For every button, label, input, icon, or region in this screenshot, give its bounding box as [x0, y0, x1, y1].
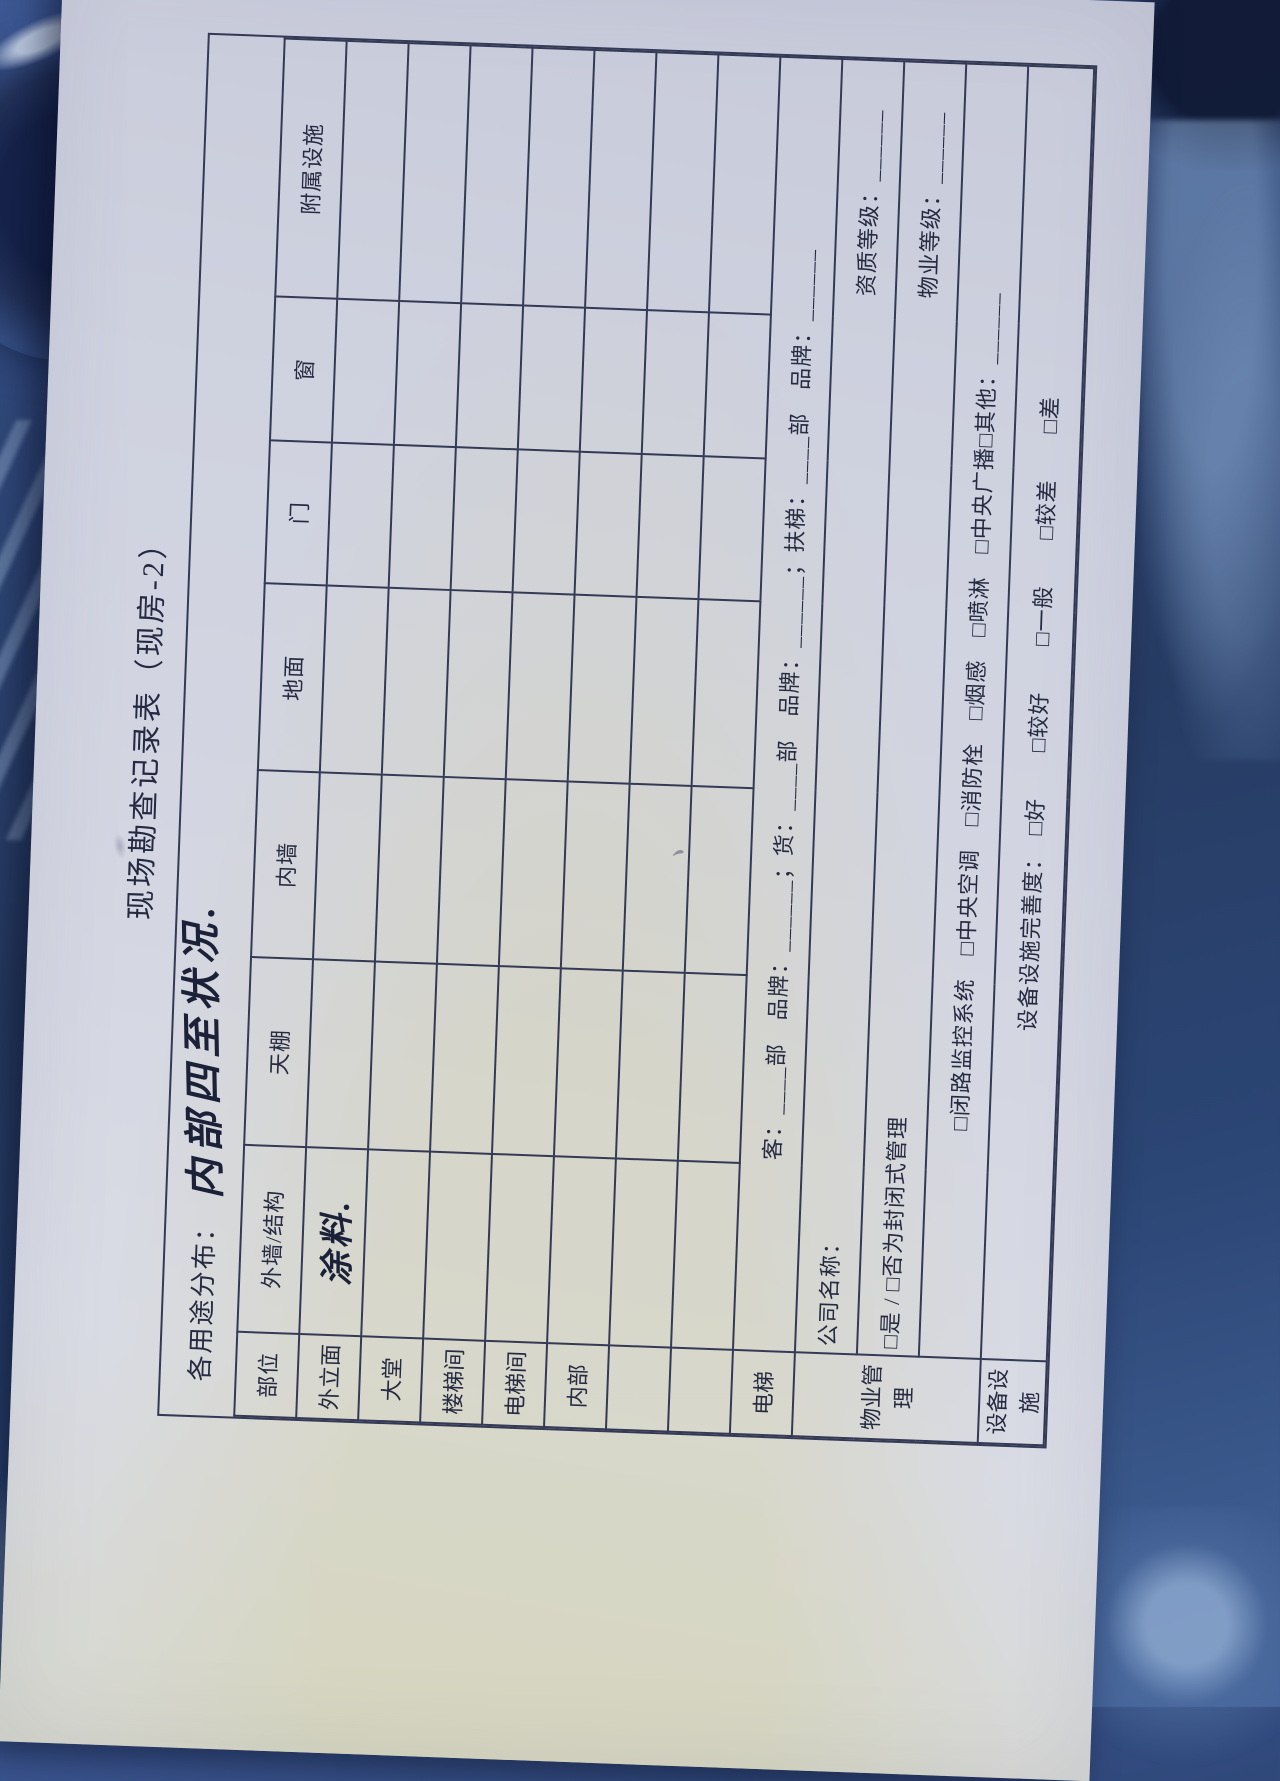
table-cell — [691, 598, 761, 789]
property-grade-label: 物业等级：______ — [915, 110, 948, 299]
table-cell — [622, 783, 692, 974]
table-cell — [326, 442, 394, 588]
form-frame: 各用途分布： 内部四至状况. 部位 外墙/结构 天棚 内墙 地面 门 — [157, 32, 1098, 1449]
table-cell — [677, 973, 747, 1163]
table-cell — [319, 585, 389, 775]
closed-management-options: □是 / □否为封闭式管理 — [877, 1115, 911, 1349]
table-cell — [671, 1160, 740, 1350]
table-cell — [560, 781, 630, 971]
handwritten-cell-entry: 涂料. — [319, 1197, 357, 1286]
table-cell — [312, 772, 382, 962]
table-cell — [436, 776, 506, 967]
table-cell — [485, 1153, 554, 1343]
company-name-label: 公司名称： — [815, 1230, 845, 1347]
table-cell — [636, 453, 704, 599]
table-cell — [615, 970, 685, 1161]
col-header-ancillary-facilities: 附属设施 — [275, 38, 347, 300]
table-cell — [374, 774, 444, 965]
table-cell — [306, 959, 375, 1150]
table-cell — [423, 1151, 492, 1341]
paper-sheet: 现场勘查记录表（现房-2） ﹅ 各用途分布： 内部四至状况. 部位 外墙/结构 … — [0, 0, 1155, 1781]
table-cell — [505, 592, 575, 782]
col-header-door: 门 — [264, 439, 332, 586]
table-cell — [512, 449, 580, 595]
table-cell — [361, 1149, 431, 1339]
row-label-stairwell: 楼梯间 — [420, 1338, 486, 1425]
col-header-part: 部位 — [234, 1331, 300, 1418]
row-label-facade: 外立面 — [296, 1333, 362, 1421]
col-header-exterior-wall-structure: 外墙/结构 — [237, 1144, 307, 1334]
table-cell — [698, 455, 766, 602]
table-cell — [388, 444, 456, 590]
handwritten-note: 内部四至状况. — [177, 899, 229, 1200]
table-cell — [368, 961, 437, 1152]
row-label-elevator-room: 电梯间 — [482, 1340, 548, 1428]
col-header-ceiling: 天棚 — [244, 957, 313, 1147]
table-cell — [461, 45, 533, 306]
table-cell — [585, 49, 657, 311]
col-header-interior-wall: 内墙 — [251, 770, 320, 960]
table-cell — [331, 299, 400, 445]
table-cell — [455, 303, 524, 450]
fabric-right-marbling — [1140, 120, 1280, 760]
table-cell — [708, 54, 781, 316]
table-cell — [629, 596, 699, 787]
table-cell — [337, 40, 409, 302]
table-cell — [567, 594, 637, 784]
qualification-grade-label: 资质等级：______ — [853, 108, 886, 297]
table-cell — [443, 589, 513, 780]
survey-table: 部位 外墙/结构 天棚 内墙 地面 门 窗 附属设施 外立面 涂料. — [233, 38, 1095, 1447]
row-label-empty — [667, 1347, 733, 1434]
fabric-bottom-right-swirl — [1070, 1507, 1280, 1767]
table-cell — [381, 587, 451, 777]
col-header-floor: 地面 — [257, 583, 327, 773]
table-cell — [399, 43, 471, 304]
row-label-equipment: 设备设施 — [977, 1358, 1047, 1446]
table-cell — [579, 308, 647, 454]
table-cell — [609, 1158, 678, 1348]
row-label-lobby: 大堂 — [358, 1336, 424, 1423]
table-cell — [684, 786, 754, 976]
table-cell: 涂料. — [299, 1146, 369, 1337]
table-cell — [430, 964, 499, 1154]
table-cell — [523, 47, 595, 309]
table-cell — [553, 968, 623, 1159]
table-cell — [703, 312, 771, 459]
survey-form: 现场勘查记录表（现房-2） ﹅ 各用途分布： 内部四至状况. 部位 外墙/结构 … — [86, 7, 1128, 1472]
table-cell — [450, 446, 518, 593]
table-cell — [574, 451, 642, 597]
row-label-elevators: 电梯 — [729, 1349, 795, 1437]
table-cell — [517, 305, 586, 452]
table-cell — [498, 779, 568, 969]
table-cell — [393, 301, 462, 447]
col-header-window: 窗 — [269, 296, 338, 443]
row-label-interior: 内部 — [544, 1342, 610, 1430]
table-cell — [646, 52, 719, 313]
table-cell — [641, 310, 709, 456]
row-label-empty — [605, 1345, 672, 1432]
usage-distribution-label: 各用途分布： — [184, 1212, 221, 1382]
table-cell — [547, 1155, 616, 1346]
row-label-property-management: 物业管理 — [791, 1352, 981, 1443]
table-cell — [491, 966, 561, 1156]
